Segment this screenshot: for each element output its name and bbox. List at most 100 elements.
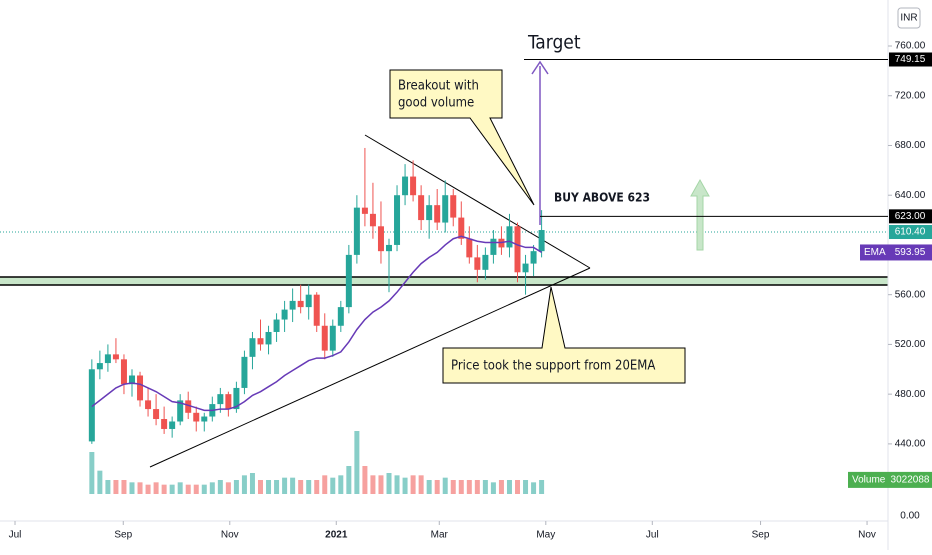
y-tick-label: 440.00 — [895, 439, 926, 450]
volume-bar — [515, 480, 521, 494]
volume-bar — [498, 480, 504, 494]
volume-bar — [225, 482, 231, 494]
candle-body — [153, 409, 160, 420]
candle-body — [233, 387, 240, 410]
candle-body — [104, 354, 111, 364]
candle-body — [538, 230, 545, 252]
y-tick-label: 680.00 — [895, 140, 926, 151]
callout — [389, 69, 535, 206]
candle-body — [305, 294, 312, 308]
y-tick-label: 640.00 — [895, 190, 926, 201]
candle-body — [88, 369, 95, 442]
volume-bar — [137, 482, 143, 494]
candle-body — [522, 263, 529, 273]
x-tick-label: Sep — [752, 530, 770, 541]
candle-body — [185, 400, 192, 413]
candle-body — [418, 195, 425, 221]
candle-body — [530, 251, 537, 264]
volume-bar — [418, 475, 424, 494]
ema-line — [91, 235, 542, 412]
volume-bar — [177, 482, 183, 494]
y-tick-label: 480.00 — [895, 389, 926, 400]
last-label: 610.40 — [895, 227, 926, 238]
candle-body — [442, 195, 449, 223]
candle-body — [450, 195, 457, 218]
candle-body — [514, 226, 521, 273]
volume-bar — [378, 475, 384, 494]
candle-body — [474, 257, 481, 270]
annotation: Price took the support from 20EMA — [451, 359, 655, 374]
candle-body — [321, 325, 328, 351]
support-zone — [0, 277, 888, 285]
volume-bar — [394, 475, 400, 494]
volume-axis-label: 0.00 — [900, 511, 920, 522]
volume-bar — [354, 431, 360, 494]
candle-body — [337, 307, 344, 326]
volume-bar — [474, 480, 480, 494]
x-tick-label: Nov — [858, 530, 876, 541]
candle-body — [241, 356, 248, 388]
volume-bar — [217, 480, 223, 494]
volume-bar — [458, 480, 464, 494]
candle-body — [506, 226, 513, 248]
candle-body — [313, 294, 320, 326]
volume-bar — [523, 480, 529, 494]
volume-bar — [257, 480, 263, 494]
volume-bar — [97, 470, 103, 494]
target-arrow-head — [531, 60, 549, 75]
volume-bar — [153, 482, 159, 494]
candle-body — [434, 205, 441, 223]
x-tick-label: Jul — [9, 530, 22, 541]
candle-body — [112, 354, 119, 360]
x-tick-label: Nov — [221, 530, 239, 541]
candle-body — [177, 400, 184, 422]
candle-body — [217, 394, 224, 405]
volume-name: Volume — [852, 475, 886, 486]
trendline — [149, 267, 591, 468]
volume-bar — [330, 477, 336, 494]
y-tick-label: 760.00 — [895, 41, 926, 52]
y-tick-label: 720.00 — [895, 90, 926, 101]
volume-bar — [249, 473, 255, 494]
volume-bar — [113, 480, 119, 494]
volume-bar — [121, 480, 127, 494]
volume-bar — [539, 480, 545, 494]
annotation: Breakout with — [398, 79, 479, 94]
volume-bar — [233, 480, 239, 494]
currency-box — [897, 7, 921, 29]
candle-body — [329, 325, 336, 351]
volume-bar — [450, 480, 456, 494]
annotation: Target — [527, 32, 581, 54]
volume-bar — [434, 480, 440, 494]
volume-bar — [201, 484, 207, 494]
x-tick-label: Mar — [431, 530, 449, 541]
y-tick-label: 560.00 — [895, 289, 926, 300]
volume-bar — [105, 480, 111, 494]
target-label: 749.15 — [895, 54, 926, 65]
annotation: BUY ABOVE 623 — [554, 191, 650, 205]
last-tag — [889, 225, 932, 240]
y-tick-label: 520.00 — [895, 339, 926, 350]
candle-body — [361, 207, 368, 214]
candle-body — [169, 421, 176, 429]
up-arrow — [690, 178, 710, 251]
target-tag — [889, 52, 932, 67]
candle-body — [281, 309, 288, 320]
candle-body — [225, 394, 232, 410]
currency: INR — [900, 13, 917, 24]
candle-body — [402, 176, 409, 196]
volume-bar — [129, 482, 135, 494]
volume-bar — [185, 484, 191, 494]
volume-bar — [531, 482, 537, 494]
candle-body — [128, 375, 135, 385]
volume-bar — [298, 480, 304, 494]
volume-tag — [848, 471, 932, 488]
candle-body — [161, 419, 168, 429]
buy-tag — [889, 209, 932, 224]
volume-bar — [193, 484, 199, 494]
candle-body — [377, 226, 384, 252]
volume-bar — [274, 480, 280, 494]
candle-body — [482, 254, 489, 270]
x-tick-label: 2021 — [325, 530, 348, 541]
